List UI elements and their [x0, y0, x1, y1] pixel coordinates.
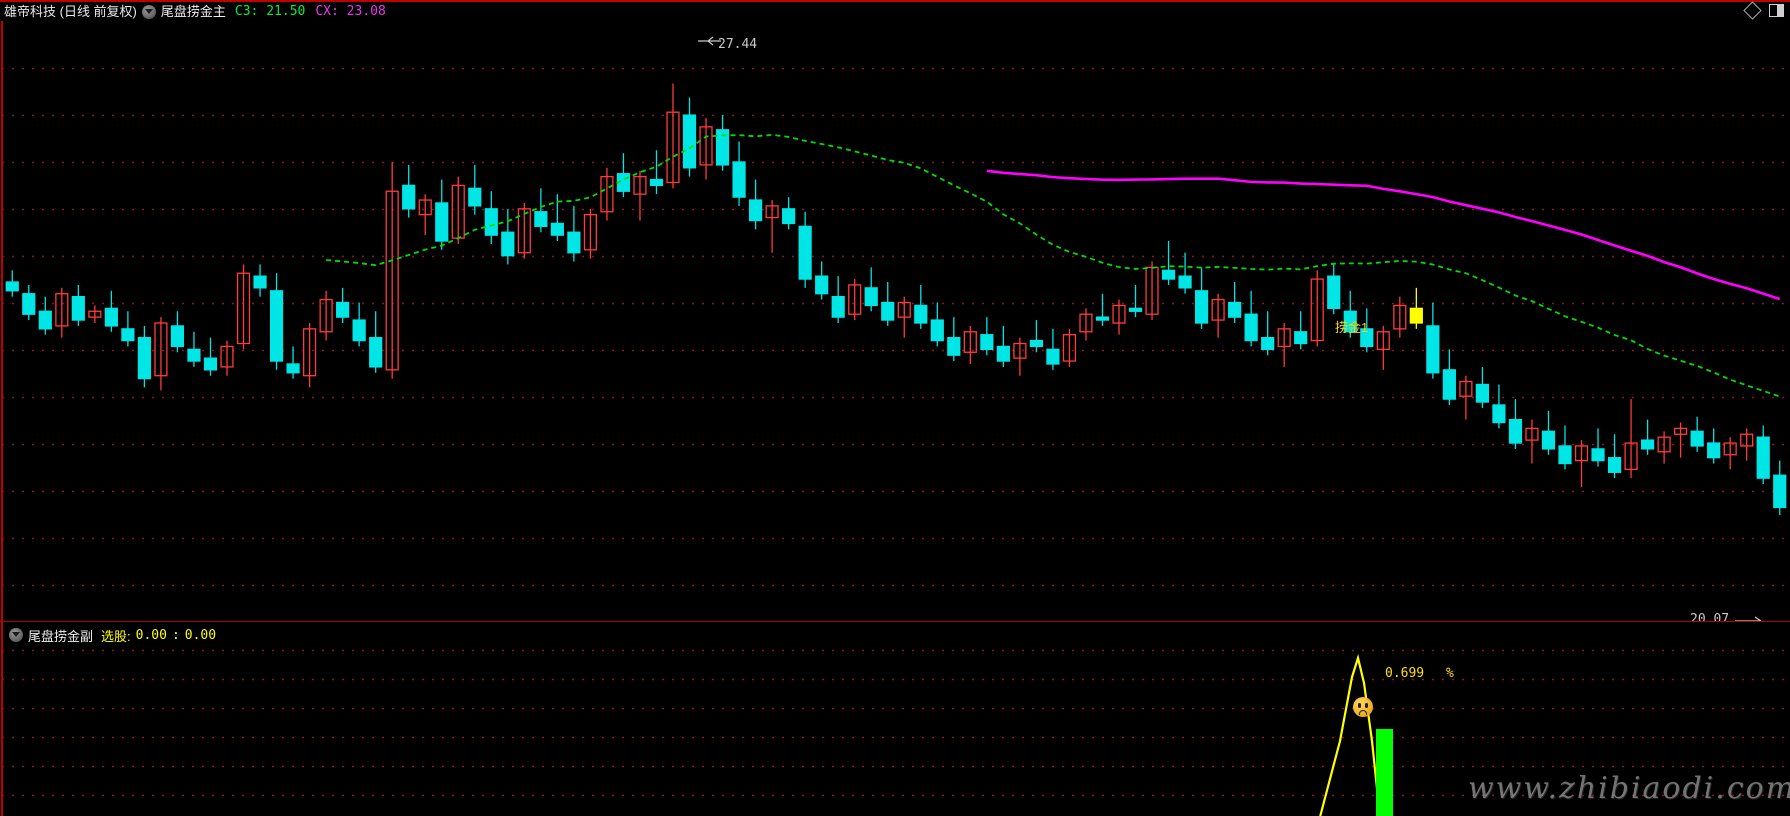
select-value-1: 0.00: [135, 627, 167, 643]
select-stock-label: 选股:: [101, 628, 131, 644]
sub-percent-unit: %: [1445, 666, 1454, 681]
panel-toggle-icon[interactable]: [1769, 4, 1784, 17]
cx-label: CX:: [315, 4, 339, 19]
signal-tag-label: 捞金1: [1335, 320, 1369, 335]
sub-percent-value: 0.699: [1385, 666, 1425, 681]
candlestick-plot: [5, 83, 1787, 516]
sad-face-icon: [1353, 697, 1373, 717]
high-price-arrow-icon: [698, 36, 721, 46]
main-price-panel[interactable]: 27.44 20.07 捞金1 藏 财: [0, 21, 1790, 621]
sub-indicator-panel[interactable]: 尾盘捞金副 选股: 0.00 : 0.00: [0, 621, 1790, 816]
c3-readout: C3: 21.50: [235, 1, 305, 22]
sub-percent-readout: 0.699 %: [1385, 666, 1454, 681]
main-gridlines: [2, 67, 1790, 587]
sub-indicator-name[interactable]: 尾盘捞金副: [28, 628, 94, 644]
sub-panel-header: 尾盘捞金副 选股: 0.00 : 0.00: [4, 626, 216, 644]
select-value-2: 0.00: [184, 627, 217, 643]
select-separator: :: [171, 627, 180, 643]
diamond-icon[interactable]: [1743, 1, 1762, 20]
sub-gridlines: [2, 649, 1790, 797]
c3-label: C3:: [234, 4, 259, 19]
sub-panel-top-border: [0, 621, 1790, 622]
sad-face-right-eye: [1365, 703, 1368, 708]
sad-face-mouth: [1359, 710, 1367, 715]
sad-face-left-eye: [1358, 703, 1361, 708]
cx-readout: CX: 23.08: [315, 1, 385, 22]
sub-indicator-plot: [1319, 653, 1393, 816]
stock-title: 雄帝科技 (日线 前复权): [4, 4, 137, 19]
c3-value: 21.50: [266, 4, 306, 19]
cx-value: 23.08: [346, 4, 386, 19]
high-price-label: 27.44: [718, 37, 758, 52]
low-price-arrow-icon: [1735, 616, 1762, 621]
chevron-down-circle-icon[interactable]: [141, 4, 156, 19]
site-watermark: www.zhibiaodi.com: [1468, 771, 1790, 806]
low-price-label: 20.07: [1690, 612, 1730, 621]
main-panel-left-border: [1, 21, 3, 621]
chart-title-bar: 雄帝科技 (日线 前复权) 尾盘捞金主 C3: 21.50 CX: 23.08: [0, 0, 1790, 21]
titlebar-icon-group: [1743, 1, 1784, 20]
main-indicator-name[interactable]: 尾盘捞金主: [160, 4, 226, 19]
sub-panel-left-border: [1, 621, 3, 816]
chevron-down-circle-icon[interactable]: [9, 628, 23, 642]
